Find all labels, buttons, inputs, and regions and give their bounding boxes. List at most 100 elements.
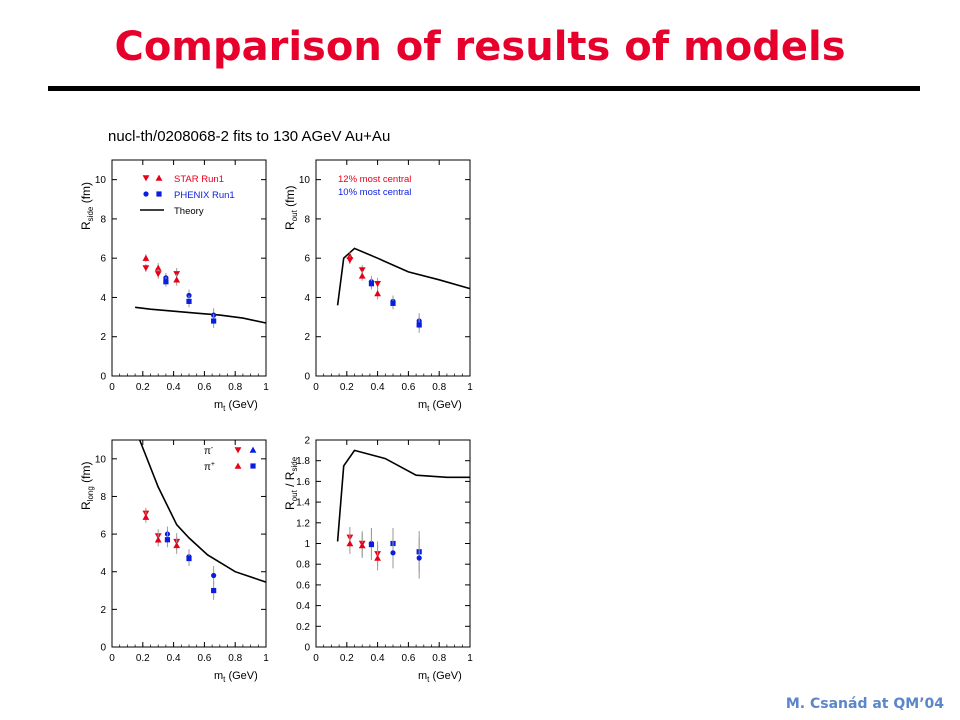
x-axis-label-sub: t (427, 675, 430, 684)
y-tick-label: 10 (95, 454, 107, 465)
data-point-11 (416, 322, 422, 328)
x-tick-label: 0.2 (136, 653, 150, 664)
title-underline (48, 86, 920, 91)
x-tick-label: 0.4 (167, 653, 181, 664)
data-point-3 (154, 271, 162, 278)
x-tick-label: 1 (263, 382, 269, 393)
x-axis-label-unit: (GeV) (429, 670, 461, 682)
y-tick-label: 0.8 (296, 560, 310, 571)
x-axis-label-sub: t (427, 404, 430, 413)
data-point-5 (368, 281, 375, 287)
data-point-0 (142, 254, 150, 261)
data-point-legend-b (155, 174, 163, 181)
x-tick-label: 0.4 (167, 382, 181, 393)
data-point-9 (390, 300, 396, 306)
y-axis-label: Rout (fm) (283, 186, 299, 230)
data-point-legend-pm1 (234, 447, 242, 454)
y-axis-label-unit: / R (283, 471, 297, 490)
panel-note: 10% most central (338, 187, 411, 198)
x-axis-label-unit: (GeV) (225, 670, 257, 682)
y-tick-label: 10 (299, 175, 311, 186)
x-tick-label: 0.4 (371, 382, 385, 393)
x-tick-label: 0.2 (340, 382, 354, 393)
y-axis-label-sub: out (290, 209, 299, 221)
y-axis-label-unit: (fm) (283, 186, 297, 211)
y-tick-label: 6 (100, 254, 106, 265)
x-tick-label: 1 (263, 653, 269, 664)
x-tick-label: 0.8 (432, 382, 446, 393)
y-tick-label: 8 (304, 214, 310, 225)
y-axis-label-unit: (fm) (79, 462, 93, 487)
data-point-3 (358, 542, 366, 549)
data-point-1 (346, 540, 354, 547)
legend-pion-label: π- (204, 445, 214, 457)
y-tick-label: 8 (100, 492, 106, 503)
y-axis-label-sub: out (290, 489, 299, 501)
y-axis-label-sub: side (86, 206, 95, 221)
y-tick-label: 2 (304, 436, 310, 447)
plot-frame (111, 439, 267, 648)
y-tick-label: 0.4 (296, 601, 310, 612)
y-tick-label: 0 (304, 372, 310, 383)
data-point-5 (368, 541, 375, 548)
x-tick-label: 1 (467, 653, 473, 664)
data-point-1 (142, 265, 150, 272)
x-tick-label: 0 (109, 653, 115, 664)
legend-pion-sup: + (211, 461, 215, 468)
theory-curve (336, 449, 470, 542)
x-tick-label: 0.6 (401, 382, 415, 393)
y-axis-label-sub: long (86, 486, 95, 501)
data-point-1 (142, 513, 150, 520)
x-tick-label: 0 (109, 382, 115, 393)
legend-pion-sup: - (211, 445, 214, 452)
panel-note: 12% most central (338, 174, 411, 185)
data-point-0 (346, 252, 354, 259)
y-tick-label: 0 (100, 643, 106, 654)
x-axis-label: mt (GeV) (418, 670, 462, 684)
data-point-3 (154, 536, 162, 543)
figure-subtitle: nucl-th/0208068-2 fits to 130 AGeV Au+Au (108, 128, 391, 145)
x-axis-label: mt (GeV) (418, 399, 462, 413)
x-tick-label: 0.4 (371, 653, 385, 664)
x-tick-label: 0.6 (197, 382, 211, 393)
y-tick-label: 2 (100, 605, 106, 616)
data-point-11 (211, 318, 217, 324)
x-axis-label-unit: (GeV) (225, 399, 257, 411)
y-tick-label: 4 (304, 293, 310, 304)
x-tick-label: 0.8 (228, 382, 242, 393)
footer-credit: M. Csanád at QM’04 (785, 696, 944, 712)
theory-curve (135, 306, 267, 324)
data-point-legend-pp2 (250, 463, 256, 469)
y-tick-label: 1.6 (296, 477, 310, 488)
x-tick-label: 0.2 (340, 653, 354, 664)
x-axis-label-sub: t (223, 675, 226, 684)
legend-pion-label: π+ (204, 461, 215, 473)
data-point-3 (358, 272, 366, 279)
y-tick-label: 4 (100, 567, 106, 578)
theory-curve (336, 247, 471, 306)
y-axis-label: Rside (fm) (79, 182, 95, 230)
data-point-legend-c (143, 191, 149, 197)
x-tick-label: 0 (313, 382, 319, 393)
data-point-9 (390, 550, 396, 556)
y-axis-label-sub2: side (290, 456, 299, 471)
data-point-5 (163, 279, 169, 285)
y-axis-label: Rlong (fm) (79, 462, 95, 510)
data-point-legend-a (142, 175, 150, 182)
y-tick-label: 6 (100, 530, 106, 541)
y-axis-label-unit: (fm) (79, 182, 93, 207)
y-tick-label: 1 (304, 539, 310, 550)
y-tick-label: 0.6 (296, 580, 310, 591)
data-point-10 (211, 572, 217, 579)
y-tick-label: 0 (304, 643, 310, 654)
data-point-5 (164, 537, 171, 543)
data-point-6 (374, 280, 381, 288)
legend-label: STAR Run1 (174, 174, 224, 185)
data-point-1 (346, 257, 354, 264)
y-tick-label: 1.4 (296, 498, 310, 509)
data-point-7 (173, 541, 181, 549)
data-point-11 (416, 555, 422, 561)
